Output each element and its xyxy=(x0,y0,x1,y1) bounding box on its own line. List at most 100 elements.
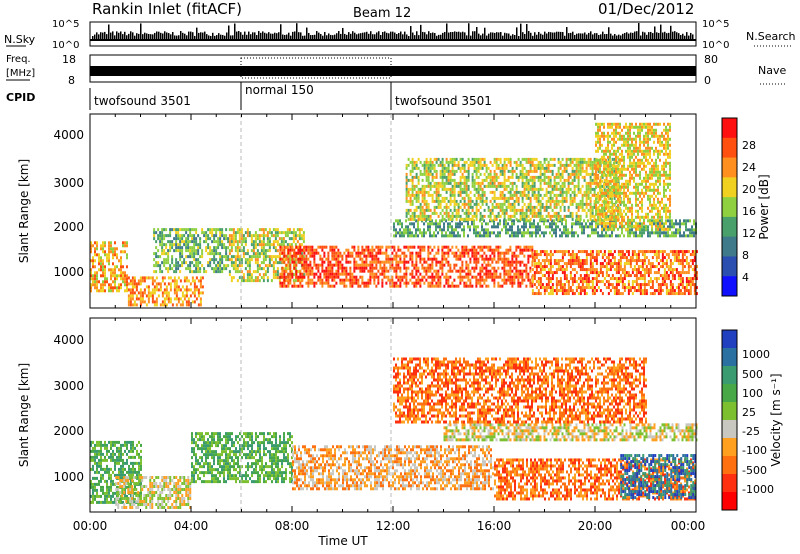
data-cell xyxy=(501,163,504,167)
data-cell xyxy=(108,250,110,254)
data-cell xyxy=(445,187,448,191)
data-cell xyxy=(685,286,688,290)
data-cell xyxy=(639,283,642,287)
data-cell xyxy=(104,274,106,278)
nsky-bar xyxy=(374,34,376,40)
data-cell xyxy=(445,251,448,255)
data-cell xyxy=(497,211,500,215)
data-cell xyxy=(258,252,261,256)
data-cell xyxy=(503,214,506,218)
data-cell xyxy=(423,172,426,176)
data-cell xyxy=(695,271,698,275)
data-cell xyxy=(467,196,470,200)
data-cell xyxy=(517,157,520,161)
data-cell xyxy=(481,193,484,197)
data-cell xyxy=(104,250,106,254)
data-cell xyxy=(651,286,654,290)
data-cell xyxy=(539,225,541,229)
data-cell xyxy=(199,300,202,304)
data-cell xyxy=(497,202,500,206)
data-cell xyxy=(521,169,524,173)
data-cell xyxy=(407,217,410,221)
data-cell xyxy=(165,297,168,301)
data-cell xyxy=(509,160,512,164)
data-cell xyxy=(529,178,532,182)
data-cell xyxy=(469,281,472,285)
data-cell xyxy=(183,261,186,265)
data-cell xyxy=(379,245,382,249)
data-cell xyxy=(651,256,654,260)
data-cell xyxy=(543,193,546,197)
data-cell xyxy=(114,247,116,251)
data-cell xyxy=(581,228,583,232)
data-cell xyxy=(266,255,269,259)
nsky-bar xyxy=(646,34,648,40)
data-cell xyxy=(485,263,488,267)
nsky-bars xyxy=(90,23,696,41)
data-cell xyxy=(533,265,536,269)
data-cell xyxy=(413,222,415,226)
data-cell xyxy=(457,254,460,258)
data-cell xyxy=(427,225,429,229)
data-cell xyxy=(317,269,320,273)
data-cell xyxy=(447,225,449,229)
data-cell xyxy=(371,257,374,261)
data-cell xyxy=(529,184,532,188)
nsky-bar xyxy=(234,23,236,40)
data-cell xyxy=(159,240,162,244)
data-cell xyxy=(405,219,407,223)
data-cell xyxy=(268,240,271,244)
data-cell xyxy=(517,254,520,258)
data-cell xyxy=(537,178,540,182)
data-cell xyxy=(577,250,580,254)
data-cell xyxy=(297,284,300,288)
data-cell xyxy=(435,281,438,285)
data-cell xyxy=(463,234,465,238)
data-cell xyxy=(421,263,424,267)
data-cell xyxy=(291,254,294,258)
data-cell xyxy=(545,289,548,293)
data-cell xyxy=(547,196,550,200)
data-cell xyxy=(457,222,459,226)
data-cell xyxy=(673,268,676,272)
data-cell xyxy=(407,178,410,182)
data-cell xyxy=(321,263,324,267)
data-cell xyxy=(94,271,96,275)
data-cell xyxy=(185,303,188,307)
data-cell xyxy=(567,250,570,254)
nsky-bar xyxy=(142,34,144,40)
data-cell xyxy=(649,277,652,281)
data-cell xyxy=(437,187,440,191)
nsky-bar xyxy=(112,31,114,40)
data-cell xyxy=(98,259,100,263)
nsky-bar xyxy=(348,32,350,40)
data-cell xyxy=(437,251,440,255)
data-cell xyxy=(629,256,632,260)
data-cell xyxy=(583,231,585,235)
data-cell xyxy=(427,228,429,232)
data-cell xyxy=(523,254,526,258)
data-cell xyxy=(309,263,312,267)
nsky-bar xyxy=(236,31,238,40)
data-cell xyxy=(118,259,120,263)
data-cell xyxy=(419,254,422,258)
data-cell xyxy=(431,166,434,170)
data-cell xyxy=(234,234,237,238)
data-cell xyxy=(577,234,579,238)
data-cell xyxy=(573,222,575,226)
nsky-bar xyxy=(624,32,626,40)
data-cell xyxy=(669,234,671,238)
data-cell xyxy=(108,253,110,257)
data-cell xyxy=(555,289,558,293)
data-cell xyxy=(567,286,570,290)
data-cell xyxy=(173,276,176,280)
data-cell xyxy=(163,303,166,307)
nsky-bar xyxy=(306,27,308,40)
data-cell xyxy=(625,256,628,260)
data-cell xyxy=(297,257,300,261)
data-cell xyxy=(519,281,522,285)
data-cell xyxy=(605,268,608,272)
data-cell xyxy=(443,172,446,176)
data-cell xyxy=(527,254,530,258)
data-cell xyxy=(449,199,452,203)
